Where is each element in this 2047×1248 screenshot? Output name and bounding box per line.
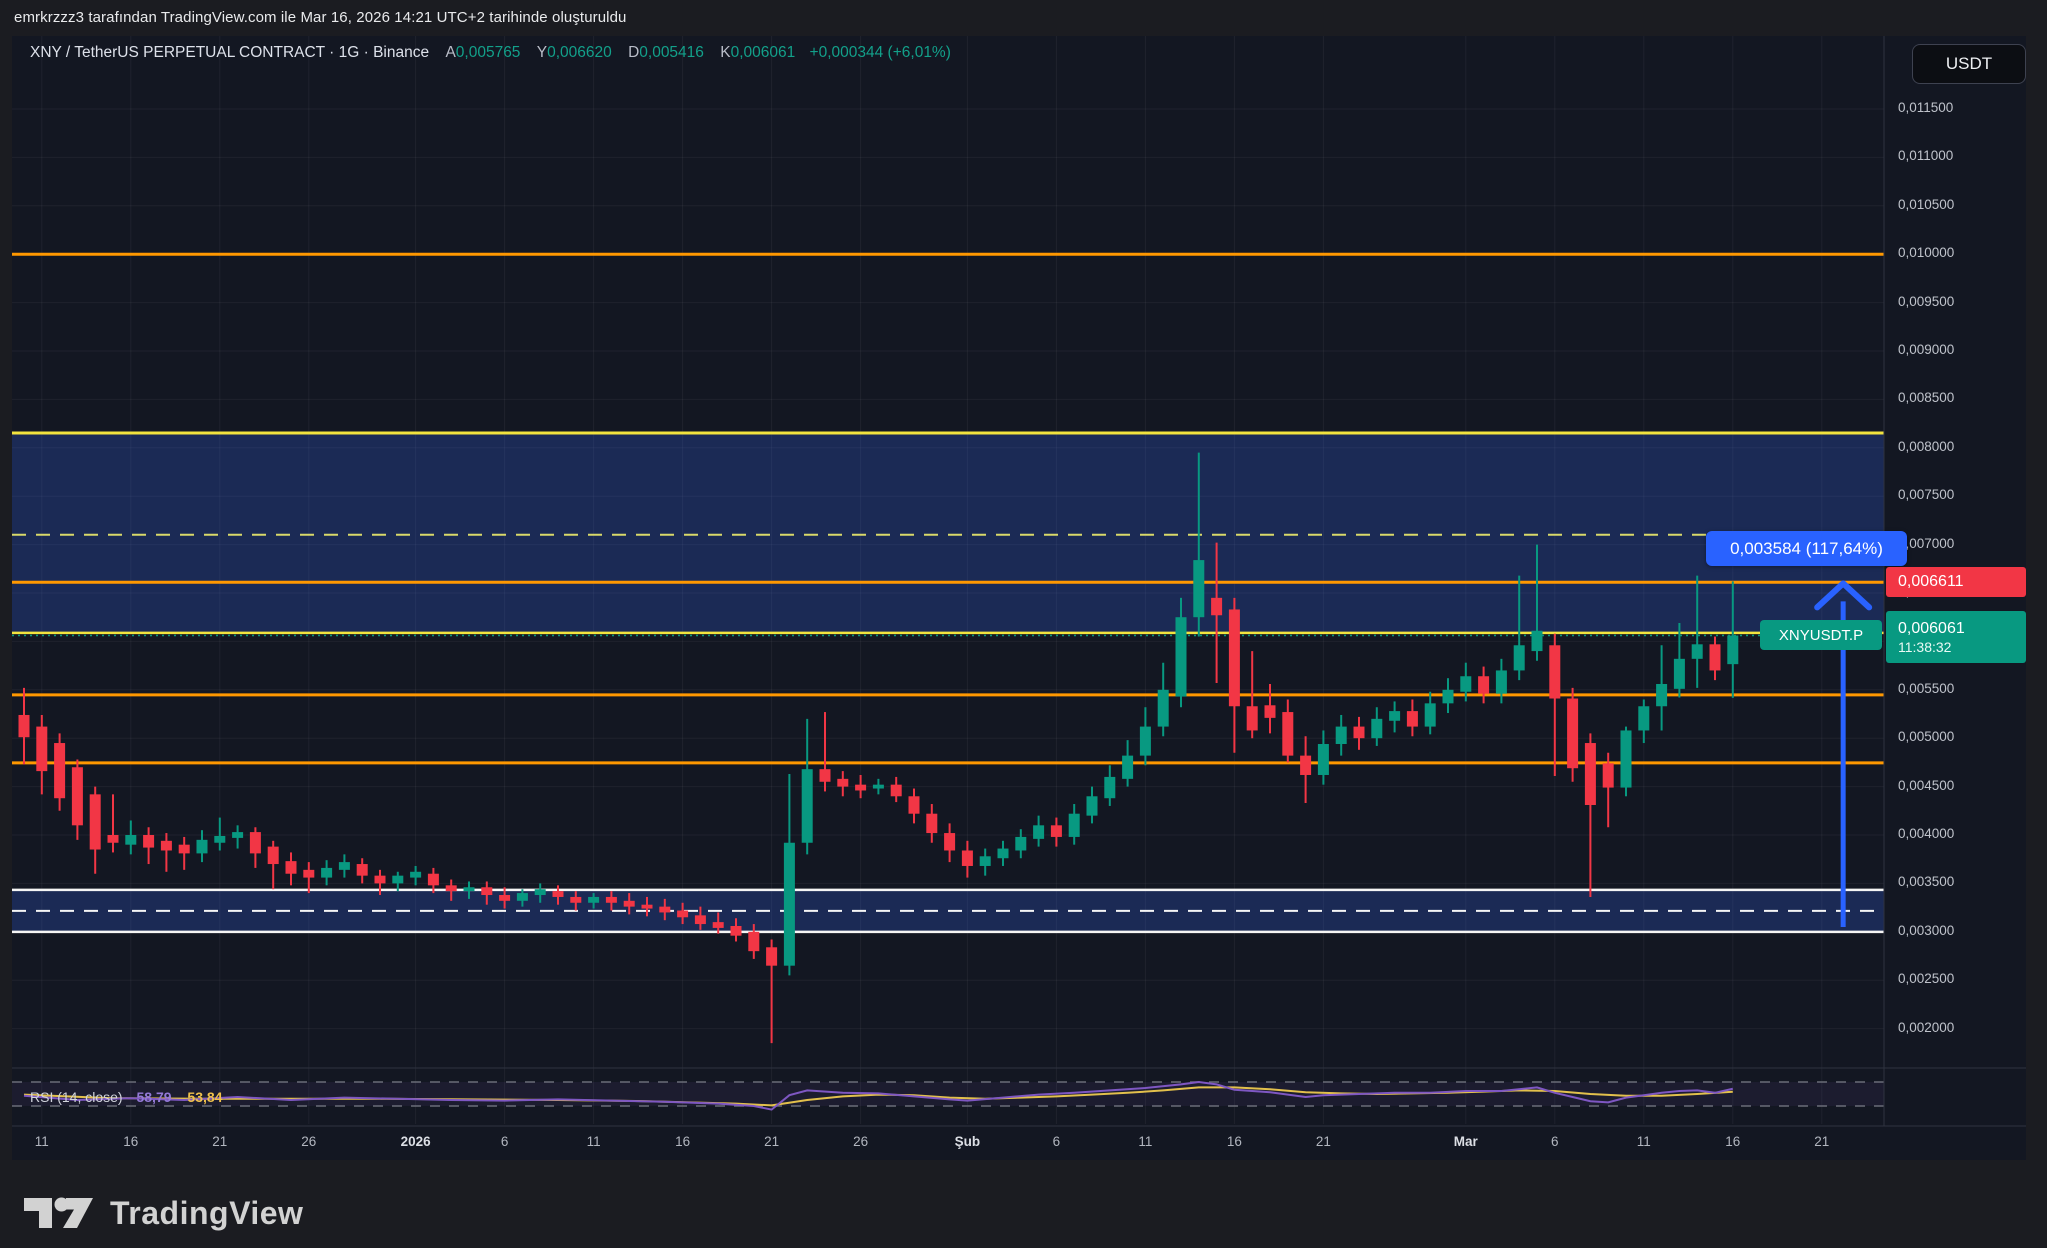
price-tick: 0,009000 [1898,342,1955,357]
time-tick: Şub [954,1134,981,1149]
time-tick: 16 [1226,1134,1242,1149]
rsi-legend: RSI (14, close) 58,79 53,84 [30,1089,222,1105]
symbol-price-tag[interactable]: XNYUSDT.P [1760,620,1882,651]
rsi-ma-value: 53,84 [187,1089,223,1105]
low-letter: D [628,44,640,61]
measure-tool-label[interactable]: 0,003584 (117,64%) [1706,531,1907,566]
price-tick: 0,008000 [1898,438,1955,454]
time-tick: 21 [212,1134,228,1149]
chart-panel [12,36,2026,1160]
time-tick: 16 [123,1134,139,1149]
price-tick: 0,005500 [1898,680,1955,696]
chart-plot-area[interactable] [12,36,1884,1068]
symbol-title: XNY / TetherUS PERPETUAL CONTRACT · 1G ·… [30,44,430,61]
symbol-legend: XNY / TetherUS PERPETUAL CONTRACT · 1G ·… [30,44,951,62]
rsi-title: RSI (14, close) [30,1089,123,1105]
open-value: 0,005765 [455,44,521,61]
price-tick: 0,009500 [1898,293,1955,309]
price-tick: 0,003500 [1898,874,1955,890]
price-tick: 0,008500 [1898,390,1955,406]
time-tick: 16 [1725,1134,1741,1149]
price-tick: 0,007000 [1898,535,1955,551]
tradingview-wordmark: TradingView [110,1194,304,1231]
time-tick: 6 [500,1134,509,1149]
time-tick: 21 [1814,1134,1830,1149]
price-tick: 0,011000 [1898,148,1954,164]
time-tick: 26 [301,1134,317,1149]
price-tick: 0,007500 [1898,487,1955,503]
line-price-axis-label: 0,006611 [1886,567,2026,598]
price-tick: 0,004500 [1898,777,1955,793]
time-tick: 2026 [400,1134,431,1149]
low-value: 0,005416 [639,44,704,61]
last-price-value: 0,006061 [1898,619,1965,637]
price-tick: 0,011500 [1898,100,1954,115]
price-tick: 0,002500 [1898,971,1955,987]
attribution-text: emrkrzzz3 tarafından TradingView.com ile… [14,9,627,26]
time-tick: 16 [675,1134,691,1149]
price-tick: 0,002000 [1898,1019,1955,1035]
time-tick: 6 [1551,1134,1559,1149]
time-tick: 21 [1315,1134,1331,1149]
time-tick: 11 [1636,1134,1651,1149]
time-tick: 6 [1052,1134,1061,1149]
change-value: +0,000344 (+6,01%) [809,44,951,61]
time-tick: 11 [586,1134,601,1149]
open-letter: A [445,44,456,61]
tradingview-logo[interactable]: TradingView [22,1190,303,1236]
high-value: 0,006620 [547,44,612,61]
close-letter: K [720,44,731,61]
last-price-axis-label: 0,006061 11:38:32 [1886,611,2026,664]
high-letter: Y [536,44,548,61]
currency-toggle-button[interactable]: USDT [1912,44,2026,84]
price-tick: 0,010000 [1898,245,1955,261]
price-tick: 0,003000 [1898,922,1955,938]
time-tick: 21 [764,1134,780,1149]
rsi-value: 58,79 [136,1089,172,1105]
time-tick: 11 [34,1134,49,1149]
countdown-timer: 11:38:32 [1898,638,1952,655]
price-tick: 0,004000 [1898,826,1955,841]
time-tick: 11 [1138,1134,1153,1149]
price-tick: 0,010500 [1898,196,1955,212]
time-tick: Mar [1453,1134,1478,1149]
tradingview-logo-icon [24,1197,93,1228]
price-tick: 0,005000 [1898,729,1955,745]
time-tick: 26 [853,1134,869,1149]
close-value: 0,006061 [730,44,796,61]
